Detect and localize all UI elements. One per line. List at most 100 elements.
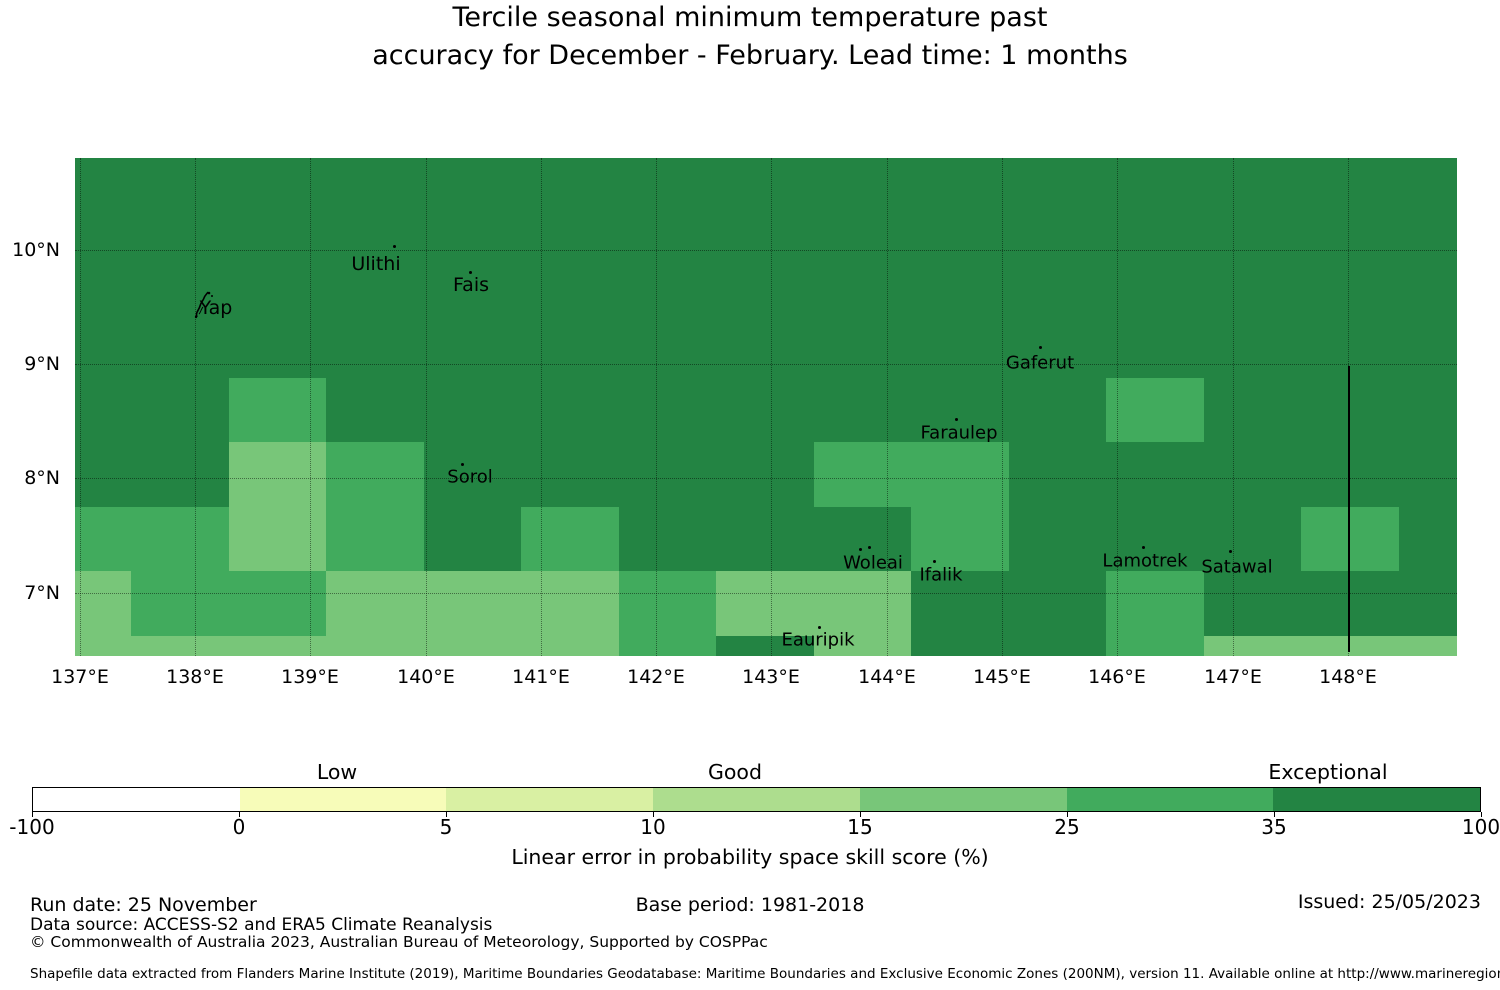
base-period-text: Base period: 1981-2018 <box>635 894 865 916</box>
colorbar-tick-mark <box>446 812 447 817</box>
island-dot <box>932 559 936 563</box>
island-dot <box>954 417 958 421</box>
island-label: Yap <box>199 297 233 319</box>
issued-date-text: Issued: 25/05/2023 <box>1297 891 1481 913</box>
parallel-gridline <box>75 364 1457 365</box>
colorbar-tick-label: 35 <box>1261 815 1287 839</box>
y-tick-label: 7°N <box>24 582 60 604</box>
colorbar-segment--100-to-0 <box>33 788 240 811</box>
island-dot <box>1228 549 1232 553</box>
grid-cell-skill-25-35 <box>619 636 716 656</box>
parallel-gridline <box>75 478 1457 479</box>
grid-cell-skill-25-35 <box>619 571 716 636</box>
island-label: Lamotrek <box>1102 550 1188 572</box>
island-label: Fais <box>452 274 490 296</box>
colorbar-segment-10-to-15 <box>653 788 860 811</box>
meridian-gridline <box>426 158 427 656</box>
island-label: Gaferut <box>1005 352 1075 374</box>
shapefile-attribution-text: Shapefile data extracted from Flanders M… <box>30 966 1500 982</box>
meridian-gridline <box>771 158 772 656</box>
chart-title-line1: Tercile seasonal minimum temperature pas… <box>452 2 1048 33</box>
colorbar-tick-mark <box>1481 812 1482 817</box>
grid-cell-skill-25-35 <box>1106 636 1204 656</box>
island-dot <box>1038 345 1042 349</box>
island-dot <box>468 270 472 274</box>
colorbar-tick-mark <box>32 812 33 817</box>
colorbar-tick-mark <box>653 812 654 817</box>
colorbar-segment-5-to-10 <box>446 788 654 811</box>
grid-cell-skill-15-25 <box>229 507 326 571</box>
grid-cell-skill-15-25 <box>75 571 131 636</box>
colorbar-tick-label: 25 <box>1054 815 1080 839</box>
grid-cell-skill-15-25 <box>814 571 911 636</box>
island-label: Satawal <box>1201 556 1273 578</box>
island-dot <box>460 462 464 466</box>
grid-cell-skill-15-25 <box>75 636 131 656</box>
colorbar-tick-mark <box>239 812 240 817</box>
grid-cell-skill-25-35 <box>1106 378 1204 442</box>
x-tick-label: 144°E <box>858 666 916 688</box>
colorbar-tick-mark <box>1274 812 1275 817</box>
colorbar-tick-mark <box>1067 812 1068 817</box>
grid-cell-skill-25-35 <box>326 442 424 507</box>
grid-cell-skill-15-25 <box>326 571 424 636</box>
meridian-gridline <box>887 158 888 656</box>
island-label: Ulithi <box>351 253 401 275</box>
x-tick-label: 148°E <box>1319 666 1377 688</box>
colorbar-tick-mark <box>860 812 861 817</box>
colorbar-segment-15-to-25 <box>859 788 1067 811</box>
colorbar-tick-label: 100 <box>1461 815 1500 839</box>
island-dot <box>1141 545 1145 549</box>
colorbar <box>32 787 1481 812</box>
meridian-gridline <box>310 158 311 656</box>
grid-cell-skill-15-25 <box>814 636 911 656</box>
island-label: Ifalik <box>919 564 963 586</box>
colorbar-tick-label: 10 <box>640 815 666 839</box>
island-label: Sorol <box>447 466 493 488</box>
grid-cell-skill-25-35 <box>326 507 424 571</box>
island-dot <box>392 244 396 248</box>
grid-cell-skill-15-25 <box>424 636 521 656</box>
x-tick-label: 137°E <box>51 666 109 688</box>
island-label: Eauripik <box>781 629 855 651</box>
parallel-gridline <box>75 593 1457 594</box>
grid-cell-skill-15-25 <box>131 636 229 656</box>
grid-cell-skill-25-35 <box>911 442 1009 507</box>
colorbar-category-label: Good <box>708 760 762 784</box>
meridian-gridline <box>656 158 657 656</box>
grid-cell-skill-15-25 <box>1204 636 1301 656</box>
grid-cell-skill-25-35 <box>1301 507 1399 571</box>
copyright-text: © Commonwealth of Australia 2023, Austra… <box>30 933 768 951</box>
colorbar-segment-25-to-35 <box>1066 788 1274 811</box>
colorbar-category-label: Low <box>316 760 358 784</box>
colorbar-segment-0-to-5 <box>239 788 447 811</box>
grid-cell-skill-25-35 <box>1106 571 1204 636</box>
parallel-gridline <box>75 250 1457 251</box>
x-tick-label: 139°E <box>281 666 339 688</box>
meridian-gridline <box>1233 158 1234 656</box>
x-tick-label: 141°E <box>512 666 570 688</box>
grid-cell-skill-25-35 <box>229 378 326 442</box>
run-date-text: Run date: 25 November <box>30 894 257 916</box>
x-tick-label: 138°E <box>166 666 224 688</box>
grid-cell-skill-25-35 <box>229 571 326 636</box>
map-canvas: Yap Ulithi Fais Sorol Gaferut Faraulep Woleai I… <box>75 158 1457 656</box>
grid-cell-skill-25-35 <box>814 442 911 507</box>
grid-cell-skill-15-25 <box>229 442 326 507</box>
colorbar-tick-label: 15 <box>847 815 873 839</box>
island-dot <box>817 625 821 629</box>
chart-title-line2: accuracy for December - February. Lead t… <box>372 40 1128 71</box>
grid-cell-skill-15-25 <box>521 636 619 656</box>
grid-cell-skill-15-25 <box>521 571 619 636</box>
grid-cell-skill-15-25 <box>229 636 326 656</box>
x-tick-label: 140°E <box>397 666 455 688</box>
meridian-gridline <box>1117 158 1118 656</box>
data-source-text: Data source: ACCESS-S2 and ERA5 Climate … <box>30 915 493 935</box>
eez-boundary-line <box>1348 366 1350 652</box>
grid-cell-skill-25-35 <box>131 571 229 636</box>
grid-cell-skill-15-25 <box>1301 636 1399 656</box>
meridian-gridline <box>1002 158 1003 656</box>
colorbar-segment-35-to-100 <box>1273 788 1481 811</box>
meridian-gridline <box>195 158 196 656</box>
